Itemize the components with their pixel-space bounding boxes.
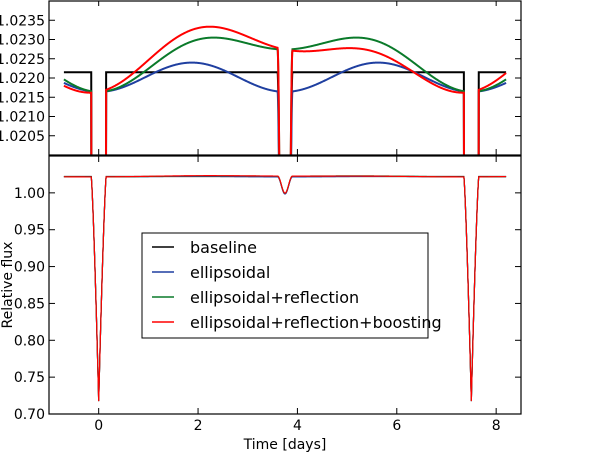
x-tick-label: 8	[492, 418, 501, 434]
bottom-y-tick-label: 0.70	[14, 407, 45, 423]
x-axis-label: Time [days]	[243, 437, 327, 453]
top-panel-frame	[48, 0, 522, 156]
top-series-baseline	[63, 71, 507, 155]
legend: baseline ellipsoidal ellipsoidal+reflect…	[141, 232, 442, 339]
bottom-y-tick-label: 0.95	[14, 223, 45, 239]
x-tick-label: 2	[194, 418, 203, 434]
legend-label-boosting: ellipsoidal+reflection+boosting	[190, 313, 442, 332]
y-axis-label: Relative flux	[0, 242, 16, 329]
x-tick-label: 0	[94, 418, 103, 434]
legend-box	[141, 232, 429, 339]
legend-label-reflection: ellipsoidal+reflection	[190, 288, 359, 307]
top-panel-lines	[63, 25, 507, 155]
legend-label-ellipsoidal: ellipsoidal	[190, 263, 270, 282]
bottom-panel-frame	[48, 155, 522, 415]
axes: 0 2 4 6 8 1.0205 1.0210 1.0215 1.0220 1.0225 1.023…	[0, 1, 521, 434]
x-tick-label: 6	[392, 418, 401, 434]
top-y-tick-label: 1.0220	[0, 71, 45, 87]
bottom-y-tick-label: 1.00	[14, 186, 45, 202]
bottom-series-boosting	[63, 175, 507, 402]
top-y-tick-label: 1.0225	[0, 52, 45, 68]
bottom-y-tick-label: 0.75	[14, 370, 45, 386]
bottom-y-tick-label: 0.80	[14, 333, 45, 349]
bottom-y-tick-label: 0.85	[14, 296, 45, 312]
top-series-boosting	[63, 25, 507, 155]
top-y-tick-label: 1.0210	[0, 110, 45, 126]
top-series-reflection	[63, 36, 507, 155]
top-y-tick-label: 1.0235	[0, 13, 45, 29]
legend-label-baseline: baseline	[190, 238, 257, 257]
bottom-y-tick-label: 0.90	[14, 260, 45, 276]
top-y-tick-label: 1.0205	[0, 129, 45, 145]
top-y-tick-label: 1.0215	[0, 90, 45, 106]
top-y-tick-label: 1.0230	[0, 33, 45, 49]
top-series-ellipsoidal	[63, 61, 507, 155]
x-tick-label: 4	[293, 418, 302, 434]
bottom-panel-lines	[63, 175, 507, 402]
